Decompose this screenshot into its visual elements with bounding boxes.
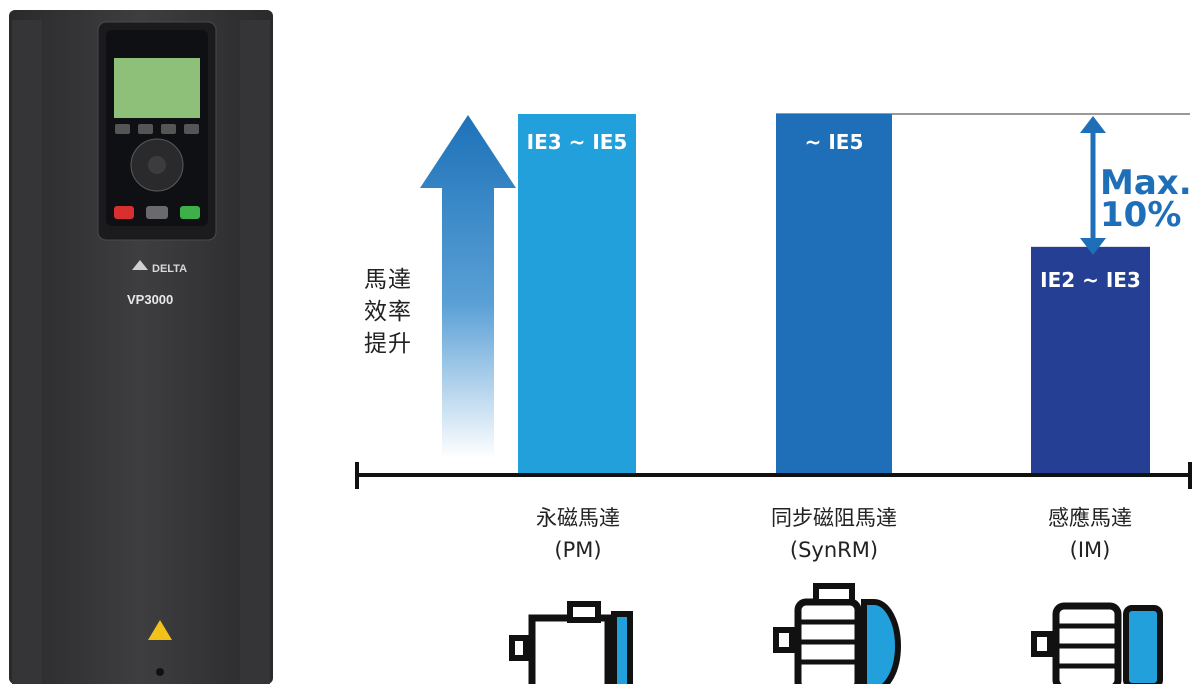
- warning-icon: [148, 620, 172, 640]
- brand-text: DELTA: [152, 263, 187, 275]
- category-name-synrm: 同步磁阻馬達: [771, 506, 897, 530]
- category-label-synrm: 同步磁阻馬達 (SynRM): [724, 502, 944, 566]
- max-annotation-line-2: 10%: [1100, 195, 1182, 235]
- stop-button-graphic: [114, 206, 134, 219]
- bar-im: [1031, 246, 1150, 473]
- category-name-pm: 永磁馬達: [536, 506, 620, 530]
- category-code-im: (IM): [1069, 538, 1111, 562]
- bar-label-pm: IE3 ~ IE5: [526, 130, 628, 154]
- bar-label-im: IE2 ~ IE3: [1040, 268, 1141, 292]
- category-label-im: 感應馬達 (IM): [980, 502, 1200, 566]
- lcd-screen: [114, 58, 200, 118]
- category-code-pm: (PM): [554, 538, 602, 562]
- bar-synrm: [776, 114, 892, 473]
- y-axis-label-line-1: 馬達: [364, 267, 412, 293]
- category-code-synrm: (SynRM): [789, 538, 879, 562]
- category-label-pm: 永磁馬達 (PM): [468, 502, 688, 566]
- efficiency-up-arrow: [420, 115, 516, 458]
- bar-pm: [518, 114, 636, 473]
- run-button-graphic: [180, 206, 200, 219]
- im-motor-icon: [1031, 602, 1163, 684]
- synrm-motor-icon: [773, 583, 901, 684]
- y-axis-label-line-3: 提升: [364, 331, 412, 357]
- delta-logo-icon: [132, 260, 148, 270]
- model-text: VP3000: [127, 292, 173, 307]
- y-axis-label-line-2: 效率: [364, 299, 412, 325]
- baseline-axis: [355, 462, 1192, 489]
- bar-label-synrm: ~ IE5: [804, 130, 864, 154]
- max-annotation-line-1: Max.: [1100, 163, 1192, 203]
- vfd-product-image: DELTA VP3000: [9, 10, 273, 684]
- max-difference-arrow: [1080, 116, 1106, 255]
- category-name-im: 感應馬達: [1048, 506, 1132, 530]
- pm-motor-icon: [509, 601, 633, 684]
